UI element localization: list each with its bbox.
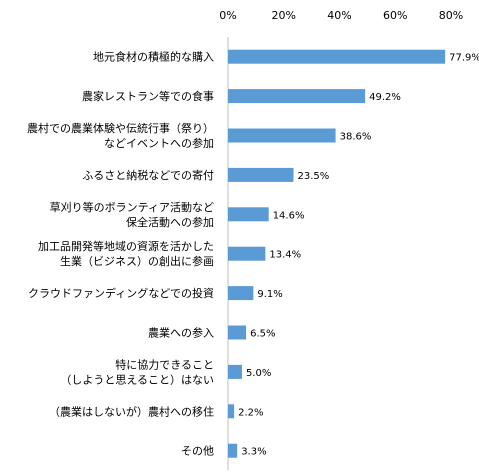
data-label: 77.9% xyxy=(449,53,479,64)
category-label: （しようと思えること）はない xyxy=(60,373,214,386)
category-label: 草刈り等のボランティア活動など xyxy=(50,200,214,214)
bar xyxy=(228,325,247,340)
data-label: 23.5% xyxy=(298,171,330,182)
category-label: 農業への参入 xyxy=(148,326,214,340)
category-label: クラウドファンディングなどでの投資 xyxy=(28,286,214,300)
bar xyxy=(228,286,254,301)
category-label: 生業（ビジネス）の創出に参画 xyxy=(60,254,214,268)
category-label: 保全活動への参加 xyxy=(126,215,214,229)
bar xyxy=(228,49,446,64)
x-tick-label: 80% xyxy=(439,9,463,22)
category-label: などイベントへの参加 xyxy=(104,136,214,150)
data-label: 2.2% xyxy=(238,407,263,418)
bar xyxy=(228,364,242,379)
bar xyxy=(228,246,266,261)
data-label: 3.3% xyxy=(241,447,266,458)
category-label: その他 xyxy=(181,445,214,458)
bar xyxy=(228,128,336,143)
data-label: 6.5% xyxy=(250,329,275,340)
category-label: 加工品開発等地域の資源を活かした xyxy=(38,239,214,253)
category-label: 特に協力できること xyxy=(115,357,214,371)
x-tick-label: 0% xyxy=(219,9,236,22)
data-label: 49.2% xyxy=(369,92,401,103)
bar xyxy=(228,443,238,458)
data-label: 14.6% xyxy=(273,210,305,221)
category-label: 農家レストラン等での食事 xyxy=(82,89,214,103)
data-label: 5.0% xyxy=(246,368,271,379)
x-tick-label: 40% xyxy=(327,9,351,22)
category-label: ふるさと納税などでの寄付 xyxy=(82,168,214,182)
data-label: 13.4% xyxy=(269,250,301,261)
category-label: 農村での農業体験や伝統行事（祭り） xyxy=(27,121,214,135)
category-label: （農業はしないが）農村への移住 xyxy=(49,404,214,418)
bar xyxy=(228,404,235,419)
x-tick-label: 20% xyxy=(272,9,296,22)
x-tick-label: 60% xyxy=(383,9,407,22)
bar xyxy=(228,207,269,222)
data-label: 38.6% xyxy=(340,132,372,143)
bar xyxy=(228,89,366,104)
bar xyxy=(228,167,294,182)
category-label: 地元食材の積極的な購入 xyxy=(93,50,214,64)
data-label: 9.1% xyxy=(257,289,282,300)
